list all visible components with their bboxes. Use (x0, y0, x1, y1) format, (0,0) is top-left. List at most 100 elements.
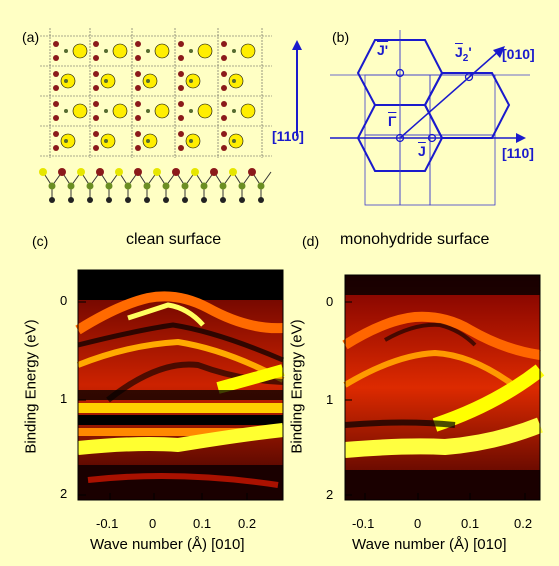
green-atom (104, 109, 108, 113)
red-atom (93, 101, 99, 107)
side-atom (239, 197, 245, 203)
red-atom (53, 85, 59, 91)
arpes-map-monohydride (342, 274, 545, 501)
yellow-atom (154, 43, 170, 59)
red-atom (93, 71, 99, 77)
label-gamma: Γ (388, 113, 397, 129)
red-atom (93, 85, 99, 91)
panel-a-label: (a) (22, 29, 40, 45)
red-atom (93, 41, 99, 47)
green-atom (232, 139, 236, 143)
green-atom (232, 49, 236, 53)
yellow-atom (72, 103, 88, 119)
yellow-atom (112, 103, 128, 119)
red-atom (221, 55, 227, 61)
d-ytick-0: 0 (326, 294, 334, 309)
green-atom (104, 49, 108, 53)
side-atom (200, 182, 208, 190)
side-atom (210, 168, 218, 176)
panel-b-label: (b) (332, 29, 350, 45)
c-xtick-0: -0.1 (96, 516, 119, 531)
label-j: J (418, 143, 426, 159)
red-atom (53, 55, 59, 61)
c-ytick-2: 2 (60, 486, 68, 501)
side-atom (163, 197, 169, 203)
green-atom (146, 79, 150, 83)
side-atom (115, 168, 123, 176)
red-atom (178, 131, 184, 137)
red-atom (221, 41, 227, 47)
side-atom (162, 182, 170, 190)
red-atom (135, 55, 141, 61)
red-atom (221, 85, 227, 91)
panel-c-label: (c) (32, 233, 49, 249)
side-atom (77, 168, 85, 176)
side-atom (219, 182, 227, 190)
green-atom (189, 79, 193, 83)
panel-a-structure-side (39, 168, 272, 203)
side-atom (58, 168, 66, 176)
label-j2-prime: J2' (455, 44, 472, 64)
c-ylabel: Binding Energy (eV) (22, 319, 40, 454)
d-xtick-3: 0.2 (514, 516, 533, 531)
red-atom (93, 55, 99, 61)
arpes-map-clean (75, 269, 285, 501)
green-atom (64, 79, 68, 83)
red-atom (178, 101, 184, 107)
c-ytick-0: 0 (60, 293, 68, 308)
red-atom (221, 101, 227, 107)
side-atom (87, 197, 93, 203)
d-xtick-2: 0.1 (461, 516, 480, 531)
d-xlabel: Wave number (Å) [010] (352, 536, 507, 553)
label-dir-010: [010] (502, 46, 535, 62)
red-atom (53, 71, 59, 77)
red-atom (178, 41, 184, 47)
side-atom (257, 182, 265, 190)
panel-d-title: monohydride surface (340, 231, 490, 248)
side-atom (86, 182, 94, 190)
panel-a-direction-label: [110] (272, 128, 304, 144)
panel-c-title: clean surface (126, 231, 222, 248)
green-atom (64, 139, 68, 143)
red-atom (178, 71, 184, 77)
side-atom (220, 197, 226, 203)
ticks-c (78, 301, 248, 500)
label-j-prime: J' (377, 42, 389, 58)
yellow-atom (240, 103, 256, 119)
c-xtick-1: 0 (149, 516, 157, 531)
side-atom (48, 182, 56, 190)
d-xtick-0: -0.1 (352, 516, 375, 531)
label-dir-110: [110] (502, 145, 534, 161)
d-ylabel: Binding Energy (eV) (288, 319, 306, 454)
green-atom (232, 109, 236, 113)
c-xtick-3: 0.2 (238, 516, 257, 531)
green-atom (104, 139, 108, 143)
yellow-atom (72, 43, 88, 59)
side-atom (96, 168, 104, 176)
red-atom (93, 145, 99, 151)
panel-a-structure-top (40, 28, 272, 158)
side-atom (143, 182, 151, 190)
red-atom (135, 131, 141, 137)
brillouin-zone-diagram (330, 30, 530, 206)
green-atom (146, 109, 150, 113)
red-atom (221, 131, 227, 137)
side-atom (105, 182, 113, 190)
green-atom (64, 109, 68, 113)
side-atom (229, 168, 237, 176)
red-atom (135, 41, 141, 47)
side-atom (191, 168, 199, 176)
red-atom (93, 115, 99, 121)
ticks-d (345, 301, 526, 500)
yellow-atom (112, 43, 128, 59)
side-atom (153, 168, 161, 176)
yellow-atom (240, 43, 256, 59)
side-atom (238, 182, 246, 190)
d-xtick-1: 0 (414, 516, 422, 531)
red-atom (178, 115, 184, 121)
red-atom (178, 55, 184, 61)
c-ytick-1: 1 (60, 391, 68, 406)
red-atom (135, 101, 141, 107)
green-atom (64, 49, 68, 53)
red-atom (135, 85, 141, 91)
